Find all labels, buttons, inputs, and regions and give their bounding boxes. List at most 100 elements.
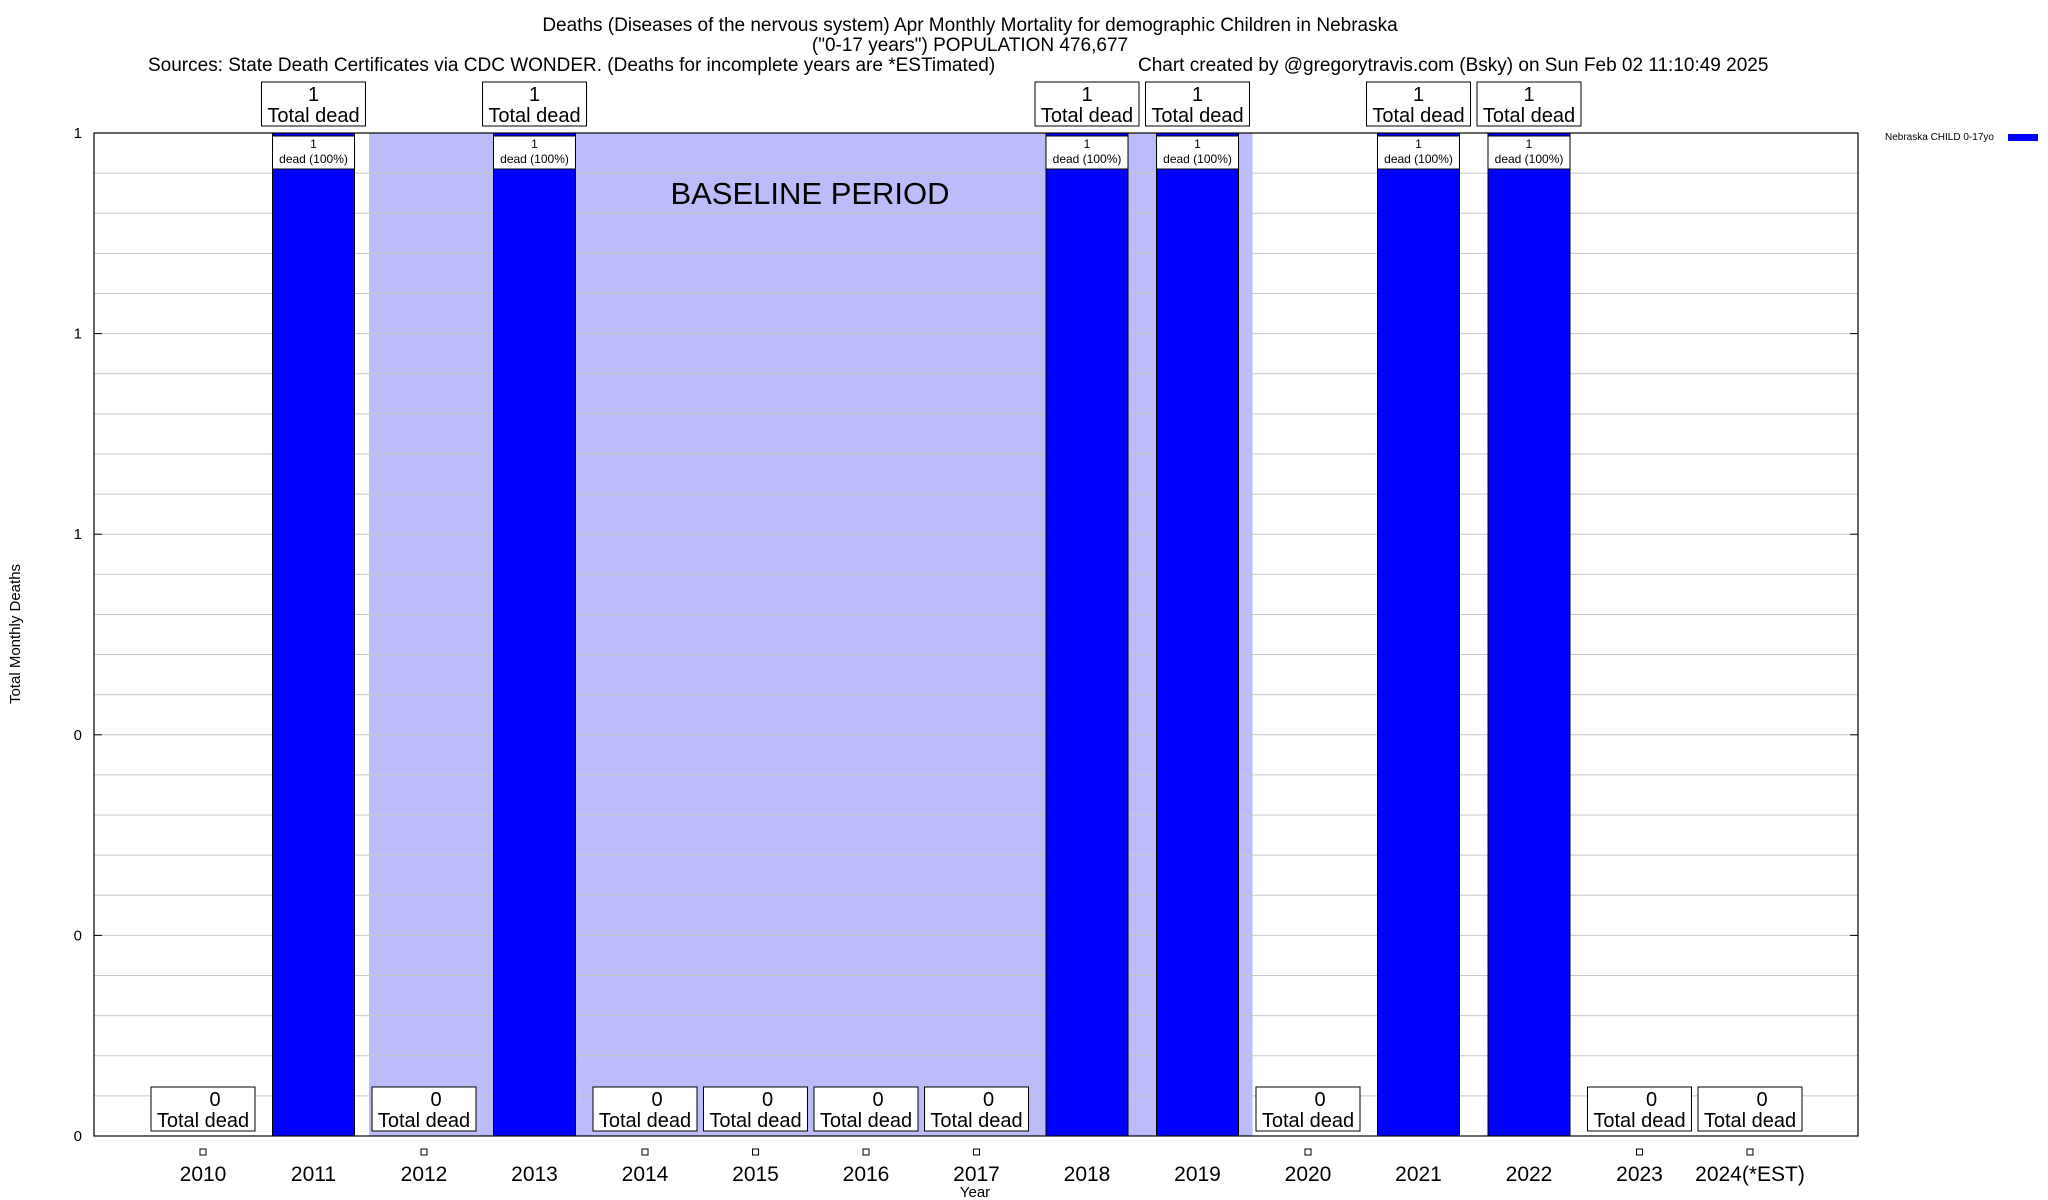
bar-2019 (1156, 132, 1239, 1137)
total-label-box (371, 1086, 477, 1132)
zero-marker (1636, 1148, 1643, 1156)
zero-marker (1746, 1148, 1754, 1156)
baseline-label: BASELINE PERIOD (670, 176, 949, 211)
total-value-label: 0 (983, 1089, 994, 1111)
bar-value-label: 1 (1194, 137, 1201, 151)
total-label-box (1697, 1086, 1803, 1132)
total-dead-label: Total dead (1483, 105, 1575, 127)
x-tick-label: 2020 (1285, 1163, 1332, 1186)
bar-data-label-box (1377, 135, 1460, 170)
x-tick-label: 2021 (1395, 1163, 1442, 1186)
bar-2022 (1487, 132, 1571, 1137)
total-dead-label: Total dead (267, 105, 359, 127)
x-tick-label: 2016 (843, 1163, 890, 1186)
x-tick-label: 2023 (1616, 1163, 1663, 1186)
total-label-box (1034, 81, 1140, 127)
total-value-label: 0 (430, 1089, 441, 1111)
bar-value-label: 1 (310, 137, 317, 151)
chart-credit: Chart created by @gregorytravis.com (Bsk… (1138, 55, 1768, 76)
x-tick-label: 2022 (1506, 1163, 1553, 1186)
zero-marker (199, 1148, 207, 1156)
y-tick-label: 0 (74, 727, 82, 744)
bar-2011 (272, 132, 355, 1137)
total-value-label: 1 (1081, 84, 1092, 106)
bar-data-label-box (1156, 135, 1239, 170)
bar-percent-label: dead (100%) (1495, 152, 1564, 166)
chart-title: Deaths (Diseases of the nervous system) … (542, 15, 1398, 36)
total-label-box (924, 1086, 1029, 1132)
zero-marker (641, 1148, 649, 1156)
x-tick-label: 2017 (953, 1163, 1000, 1186)
total-dead-label: Total dead (599, 1110, 691, 1132)
total-dead-label: Total dead (1151, 105, 1243, 127)
bar-percent-label: dead (100%) (279, 152, 348, 166)
zero-marker (1304, 1148, 1312, 1156)
x-tick-label: 2018 (1064, 1163, 1111, 1186)
total-dead-label: Total dead (157, 1110, 249, 1132)
total-value-label: 1 (1192, 84, 1203, 106)
total-value-label: 0 (762, 1089, 773, 1111)
total-label-box (592, 1086, 698, 1132)
total-label-box (1587, 1086, 1692, 1132)
bar-data-label-box (1487, 135, 1571, 170)
bar-value-label: 1 (1084, 137, 1091, 151)
zero-marker (862, 1148, 870, 1156)
total-label-box (1476, 81, 1582, 127)
bar-2013 (493, 132, 576, 1137)
x-tick-label: 2010 (180, 1163, 227, 1186)
total-label-box (703, 1086, 808, 1132)
plot-frame (93, 132, 1859, 1137)
x-tick-label: 2024(*EST) (1695, 1163, 1805, 1186)
total-label-box (150, 1086, 256, 1132)
legend-label: Nebraska CHILD 0-17yo (1885, 132, 1994, 143)
total-label-box (261, 81, 366, 127)
total-dead-label: Total dead (1041, 105, 1133, 127)
y-tick-label: 0 (74, 1128, 82, 1145)
total-dead-label: Total dead (1262, 1110, 1354, 1132)
total-dead-label: Total dead (1372, 105, 1464, 127)
total-dead-label: Total dead (378, 1110, 470, 1132)
total-value-label: 0 (1314, 1089, 1325, 1111)
total-dead-label: Total dead (820, 1110, 912, 1132)
bar-percent-label: dead (100%) (1053, 152, 1122, 166)
x-tick-label: 2019 (1174, 1163, 1221, 1186)
y-axis-label: Total Monthly Deaths (7, 564, 24, 704)
total-label-box (1366, 81, 1471, 127)
bar-2018 (1045, 132, 1129, 1137)
total-label-box (1255, 1086, 1361, 1132)
chart-subtitle: ("0-17 years") POPULATION 476,677 (812, 35, 1128, 56)
bar-percent-label: dead (100%) (500, 152, 569, 166)
total-value-label: 1 (1523, 84, 1534, 106)
zero-marker (973, 1148, 980, 1156)
x-tick-label: 2011 (291, 1163, 336, 1186)
total-label-box (1145, 81, 1250, 127)
total-value-label: 1 (1413, 84, 1424, 106)
total-label-box (813, 1086, 919, 1132)
x-tick-label: 2013 (511, 1163, 558, 1186)
x-tick-label: 2012 (401, 1163, 448, 1186)
zero-marker (420, 1148, 428, 1156)
bar-2021 (1377, 132, 1460, 1137)
legend: Nebraska CHILD 0-17yo (1885, 132, 2038, 143)
x-tick-label: 2015 (732, 1163, 779, 1186)
y-tick-label: 1 (74, 526, 82, 543)
total-value-label: 0 (1646, 1089, 1657, 1111)
y-tick-label: 1 (74, 326, 82, 343)
total-value-label: 0 (209, 1089, 220, 1111)
total-dead-label: Total dead (1704, 1110, 1796, 1132)
bar-value-label: 1 (1415, 137, 1422, 151)
legend-swatch (2008, 134, 2038, 141)
total-value-label: 1 (308, 84, 319, 106)
bar-percent-label: dead (100%) (1163, 152, 1232, 166)
bar-value-label: 1 (531, 137, 538, 151)
x-tick-label: 2014 (622, 1163, 669, 1186)
total-label-box (482, 81, 587, 127)
y-tick-label: 1 (74, 125, 82, 142)
total-value-label: 0 (872, 1089, 883, 1111)
total-dead-label: Total dead (930, 1110, 1022, 1132)
bar-value-label: 1 (1526, 137, 1533, 151)
bar-percent-label: dead (100%) (1384, 152, 1453, 166)
total-dead-label: Total dead (1593, 1110, 1685, 1132)
bar-data-label-box (272, 135, 355, 170)
